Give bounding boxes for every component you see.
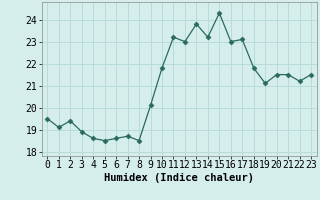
X-axis label: Humidex (Indice chaleur): Humidex (Indice chaleur) bbox=[104, 173, 254, 183]
